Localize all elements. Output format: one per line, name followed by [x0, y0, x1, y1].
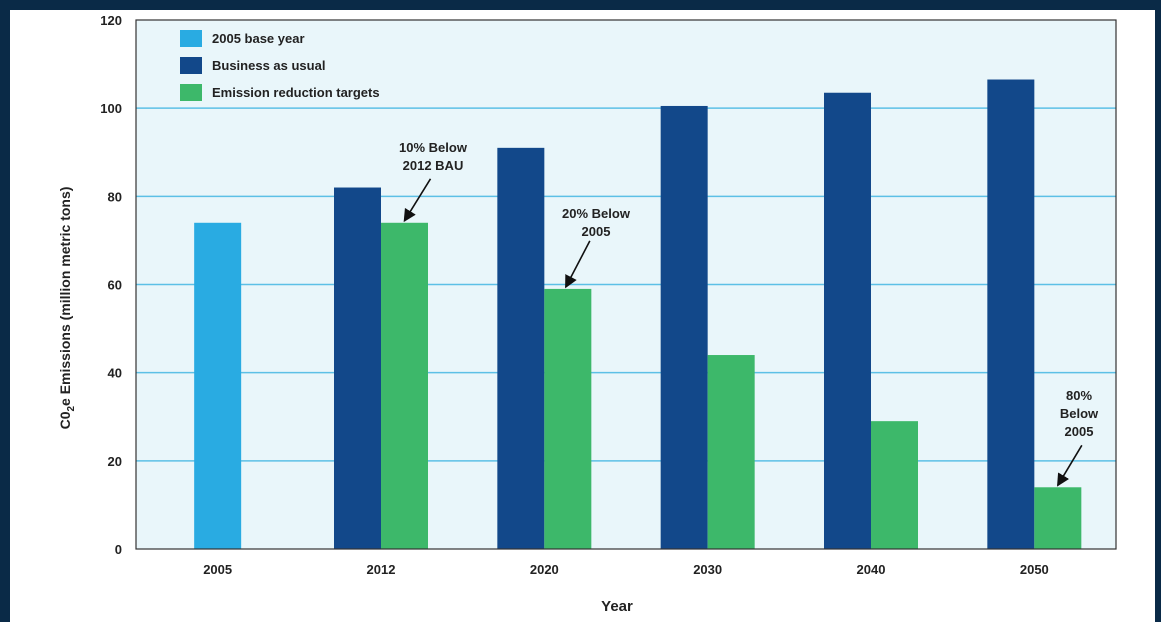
frame-left-border — [0, 0, 10, 622]
y-tick-label: 20 — [108, 454, 122, 469]
x-tick-label: 2012 — [367, 562, 396, 577]
annotation-line: Below — [1060, 406, 1099, 421]
y-tick-label: 0 — [115, 542, 122, 557]
bar-2040-business-as-usual — [824, 92, 871, 550]
bar-2020-emission-reduction-targets — [544, 288, 592, 549]
annotation-line: 2012 BAU — [403, 158, 464, 173]
y-tick-label: 40 — [108, 366, 122, 381]
plot-border — [135, 19, 1117, 550]
y-tick-labels: 0 20 40 60 80 100 120 — [100, 13, 122, 557]
bar-2030-business-as-usual — [660, 105, 708, 550]
legend: 2005 base year Business as usual Emission … — [180, 30, 380, 101]
legend-label: 2005 base year — [212, 31, 305, 46]
frame-top-border — [0, 0, 1161, 10]
legend-swatch — [180, 84, 202, 101]
annotation-line: 2005 — [1065, 424, 1094, 439]
annotation-arrow — [403, 178, 432, 223]
y-tick-label: 60 — [108, 278, 122, 293]
bar-2050-business-as-usual — [987, 79, 1035, 549]
bar-2040-emission-reduction-targets — [871, 421, 918, 549]
legend-label: Business as usual — [212, 58, 325, 73]
frame-right-border — [1155, 0, 1161, 622]
x-tick-label: 2005 — [203, 562, 232, 577]
axes — [135, 19, 1117, 550]
x-axis-label: Year — [601, 598, 633, 615]
annotation-line: 20% Below — [562, 206, 631, 221]
annotation-arrow — [565, 240, 591, 289]
x-tick-label: 2030 — [693, 562, 722, 577]
legend-label: Emission reduction targets — [212, 85, 380, 100]
bar-2020-business-as-usual — [497, 147, 545, 549]
y-tick-label: 80 — [108, 189, 122, 204]
x-tick-labels: 2005 2012 2020 2030 2040 2050 — [203, 562, 1049, 577]
bar-2005-2005-base-year — [194, 222, 242, 550]
annotation-line: 80% — [1066, 388, 1092, 403]
annotation-arrow — [1057, 444, 1083, 487]
legend-swatch — [180, 30, 202, 47]
bars — [194, 79, 1082, 550]
bar-2050-emission-reduction-targets — [1034, 487, 1082, 549]
annotation-line: 2005 — [582, 224, 611, 239]
y-axis-label: C02e Emissions (million metric tons) — [57, 187, 77, 430]
gridlines — [136, 107, 1116, 462]
x-tick-label: 2020 — [530, 562, 559, 577]
annotations: 10% Below 2012 BAU 20% Below 2005 80% Below 20… — [399, 140, 1099, 487]
y-tick-label: 100 — [100, 101, 122, 116]
x-tick-label: 2040 — [857, 562, 886, 577]
bar-2012-business-as-usual — [334, 187, 381, 549]
bar-2012-emission-reduction-targets — [381, 222, 428, 550]
annotation-line: 10% Below — [399, 140, 468, 155]
y-tick-label: 120 — [100, 13, 122, 28]
x-tick-label: 2050 — [1020, 562, 1049, 577]
legend-swatch — [180, 57, 202, 74]
bar-2030-emission-reduction-targets — [707, 355, 755, 549]
